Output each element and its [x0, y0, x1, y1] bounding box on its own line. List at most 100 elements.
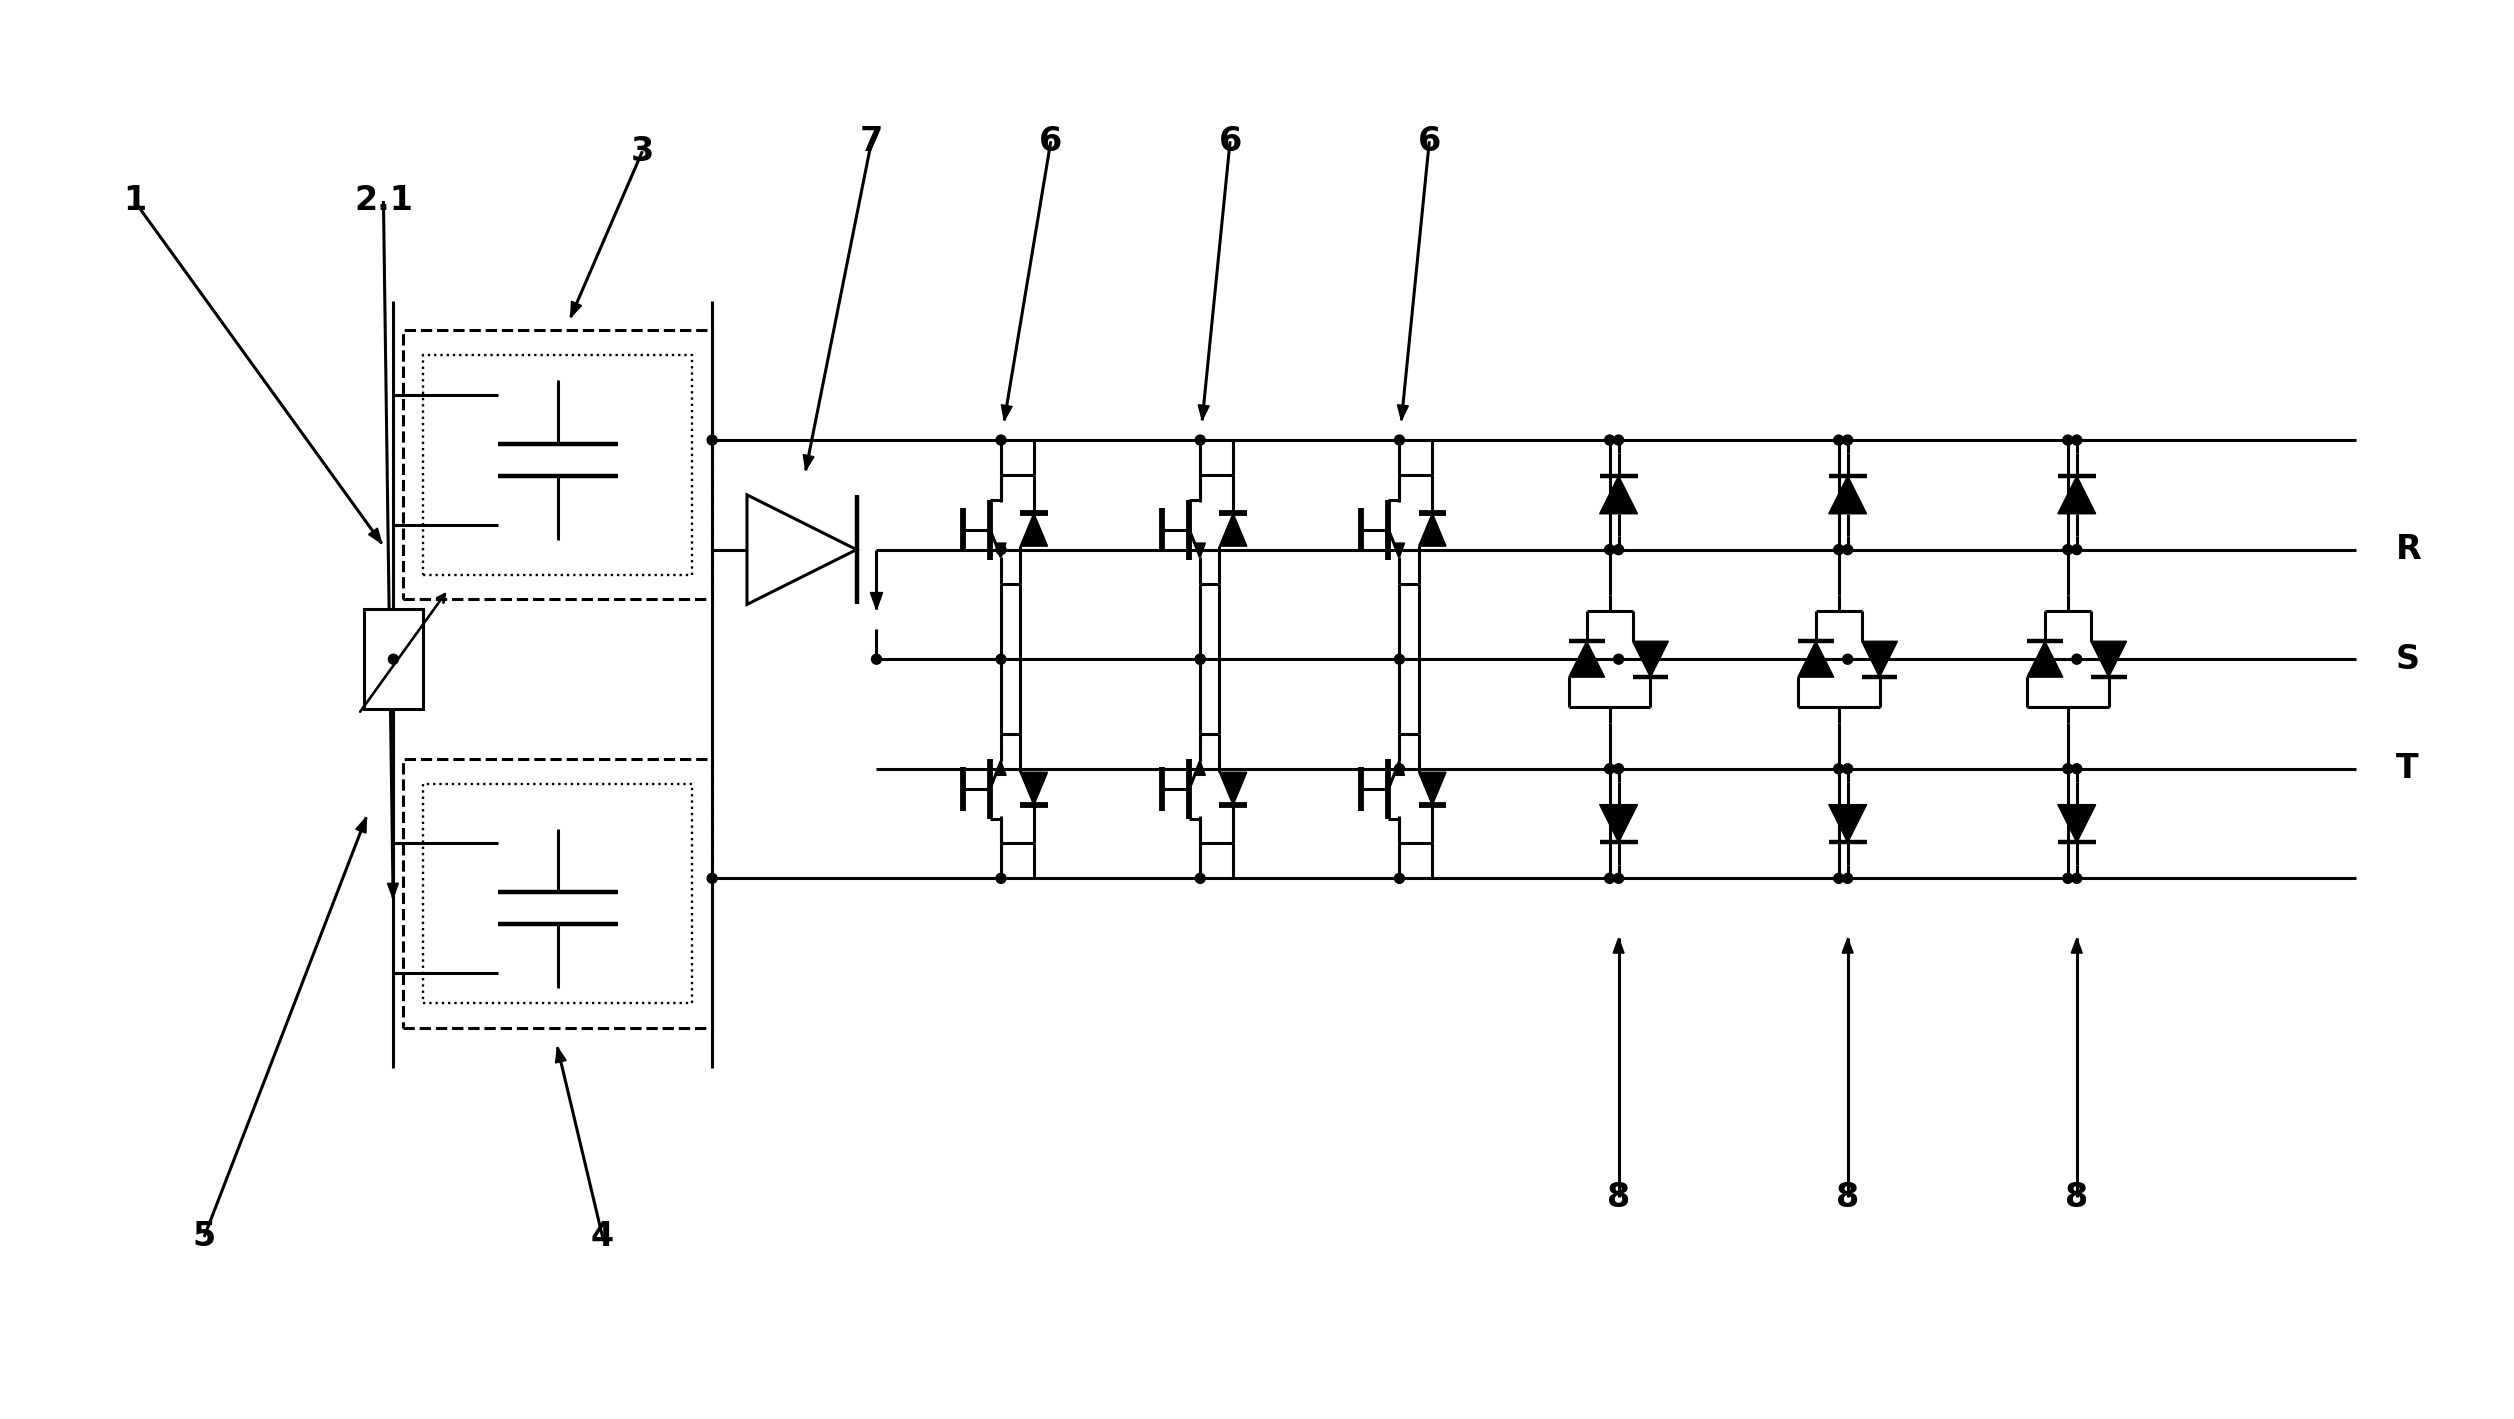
Circle shape	[1843, 763, 1853, 773]
Polygon shape	[1395, 543, 1405, 558]
Circle shape	[2072, 873, 2082, 883]
Polygon shape	[387, 883, 397, 898]
Polygon shape	[1863, 641, 1898, 677]
Text: 3: 3	[631, 135, 654, 167]
Circle shape	[1833, 873, 1843, 883]
Circle shape	[996, 436, 1006, 446]
Circle shape	[706, 436, 716, 446]
Circle shape	[1604, 763, 1614, 773]
Circle shape	[1833, 763, 1843, 773]
Polygon shape	[747, 495, 857, 604]
Circle shape	[1395, 654, 1405, 664]
Circle shape	[1194, 654, 1204, 664]
Text: 8: 8	[2064, 1181, 2089, 1213]
Circle shape	[1843, 873, 1853, 883]
Circle shape	[1194, 654, 1204, 664]
Bar	[422, 355, 691, 575]
Circle shape	[872, 654, 882, 664]
Polygon shape	[1001, 404, 1013, 420]
Text: 2.1: 2.1	[354, 184, 412, 217]
Circle shape	[2064, 545, 2074, 555]
Circle shape	[996, 873, 1006, 883]
Polygon shape	[2026, 641, 2064, 677]
Circle shape	[2072, 545, 2082, 555]
Polygon shape	[870, 593, 882, 609]
Polygon shape	[2092, 641, 2127, 677]
Polygon shape	[1199, 404, 1209, 420]
Polygon shape	[357, 817, 367, 833]
Polygon shape	[571, 301, 581, 318]
Polygon shape	[1418, 514, 1446, 546]
Circle shape	[996, 654, 1006, 664]
Circle shape	[2064, 436, 2074, 446]
Circle shape	[2064, 763, 2074, 773]
Circle shape	[1194, 873, 1204, 883]
Circle shape	[390, 654, 397, 664]
Text: 6: 6	[1418, 125, 1441, 158]
Polygon shape	[1614, 938, 1624, 954]
Text: 8: 8	[1835, 1181, 1860, 1213]
Circle shape	[1833, 436, 1843, 446]
Polygon shape	[556, 1047, 566, 1063]
Polygon shape	[1219, 772, 1247, 805]
Circle shape	[2072, 763, 2082, 773]
Bar	[365, 609, 422, 710]
Polygon shape	[1194, 762, 1204, 775]
Polygon shape	[2059, 805, 2097, 843]
Text: T: T	[2396, 752, 2418, 785]
Polygon shape	[1418, 772, 1446, 805]
Circle shape	[1843, 545, 1853, 555]
Circle shape	[1843, 654, 1853, 664]
Polygon shape	[1395, 762, 1405, 775]
Polygon shape	[1398, 404, 1408, 420]
Text: 6: 6	[1038, 125, 1063, 158]
Polygon shape	[1021, 772, 1048, 805]
Circle shape	[1194, 436, 1204, 446]
Polygon shape	[1632, 641, 1669, 677]
Bar	[402, 331, 711, 599]
Polygon shape	[996, 543, 1006, 558]
Polygon shape	[1599, 805, 1637, 843]
Polygon shape	[1828, 475, 1865, 514]
Polygon shape	[996, 762, 1006, 775]
Circle shape	[1614, 763, 1624, 773]
Circle shape	[706, 873, 716, 883]
Text: 5: 5	[194, 1220, 216, 1253]
Polygon shape	[2059, 475, 2097, 514]
Polygon shape	[370, 528, 382, 543]
Polygon shape	[804, 454, 815, 470]
Circle shape	[1395, 873, 1405, 883]
Circle shape	[1604, 873, 1614, 883]
Text: 4: 4	[591, 1220, 613, 1253]
Circle shape	[2064, 873, 2074, 883]
Polygon shape	[1599, 475, 1637, 514]
Polygon shape	[2072, 938, 2082, 954]
Text: R: R	[2396, 534, 2421, 566]
Polygon shape	[1194, 543, 1204, 558]
Circle shape	[1395, 763, 1405, 773]
Circle shape	[1614, 654, 1624, 664]
Bar	[422, 783, 691, 1003]
Polygon shape	[1828, 805, 1865, 843]
Circle shape	[2072, 436, 2082, 446]
Circle shape	[1614, 545, 1624, 555]
Circle shape	[1604, 545, 1614, 555]
Circle shape	[1614, 873, 1624, 883]
Polygon shape	[1798, 641, 1833, 677]
Circle shape	[1833, 545, 1843, 555]
Circle shape	[2072, 654, 2082, 664]
Circle shape	[1614, 436, 1624, 446]
Text: S: S	[2396, 643, 2418, 675]
Circle shape	[996, 545, 1006, 555]
Circle shape	[1604, 436, 1614, 446]
Text: 8: 8	[1606, 1181, 1629, 1213]
Polygon shape	[1021, 514, 1048, 546]
Bar	[402, 759, 711, 1027]
Polygon shape	[1219, 514, 1247, 546]
Circle shape	[1395, 436, 1405, 446]
Polygon shape	[1569, 641, 1604, 677]
Text: 1: 1	[123, 184, 146, 217]
Text: 7: 7	[860, 125, 882, 158]
Circle shape	[1843, 436, 1853, 446]
Polygon shape	[1843, 938, 1853, 954]
